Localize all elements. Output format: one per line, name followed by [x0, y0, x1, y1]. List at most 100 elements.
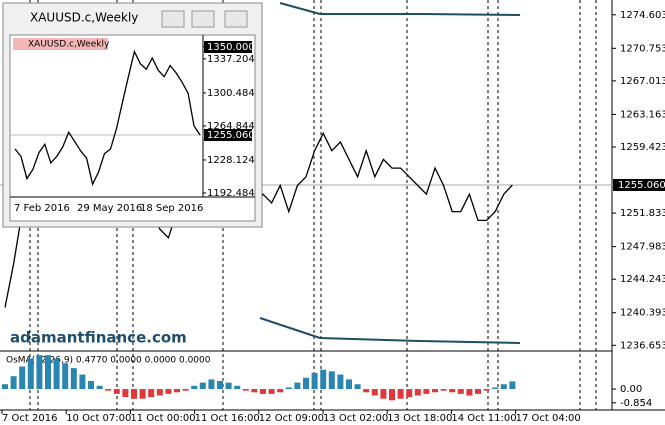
osma-bar — [191, 385, 198, 390]
x-tick-label: 14 Oct 11:00 — [451, 413, 516, 424]
osma-bar — [234, 385, 241, 390]
osma-bar — [217, 381, 223, 390]
y-tick-label: 1244.243 — [620, 274, 665, 285]
inset-y-tick-label: 1264.844 — [207, 121, 255, 132]
inset-window: XAUUSD.c,Weekly XAUUSD.c,Weekly 1350.000… — [2, 2, 263, 228]
x-tick-label: 11 Oct 16:00 — [195, 413, 260, 424]
inset-y-tick-label: 1300.484 — [207, 88, 255, 99]
inset-chart-label: XAUUSD.c,Weekly — [28, 40, 110, 50]
y-tick-label: 1267.013 — [620, 76, 665, 87]
osma-bar — [509, 381, 516, 390]
osma-label: OsMA(12,26,9) 0.4770 0.0000 0.0000 0.000… — [6, 356, 211, 366]
y-tick-label: 1274.603 — [620, 10, 665, 21]
osma-bar — [440, 389, 447, 391]
inset-tick-box — [204, 40, 252, 53]
inset-y-tick-label: 1192.484 — [207, 188, 255, 199]
current-price-box — [613, 178, 665, 191]
osma-bar — [105, 389, 112, 391]
osma-bar — [260, 389, 266, 394]
y-tick-label: 1270.753 — [620, 43, 665, 54]
x-tick-label: 13 Oct 18:00 — [387, 413, 452, 424]
osma-bar — [156, 389, 163, 396]
osma-bar — [449, 389, 456, 393]
osma-bar — [88, 381, 94, 390]
close-button[interactable] — [224, 10, 248, 28]
inset-label-bg — [13, 38, 108, 50]
osma-bar — [131, 389, 137, 399]
inset-date-label: 29 May 2016 — [77, 203, 142, 214]
x-tick-label: 13 Oct 02:00 — [323, 413, 388, 424]
watermark: adamantfinance.com — [10, 329, 187, 347]
osma-bar — [122, 389, 129, 398]
osma-bar — [182, 389, 189, 391]
osma-bar — [303, 377, 309, 390]
osma-bar — [423, 389, 430, 394]
inset-chart-area — [9, 34, 256, 222]
osma-bar — [337, 374, 344, 390]
osma-bar — [174, 389, 180, 393]
osma-bar — [268, 389, 275, 394]
osma-bar — [208, 379, 215, 390]
inset-y-tick-label: 1350.000 — [207, 42, 255, 53]
y-tick-label: 1240.393 — [620, 308, 665, 319]
osma-bar — [148, 389, 155, 398]
osma-bar — [414, 389, 421, 396]
osma-bar — [397, 389, 404, 399]
osma-bar — [406, 389, 413, 398]
osma-bar — [294, 382, 301, 390]
osma-bar — [285, 387, 292, 390]
osma-bar — [466, 389, 473, 396]
osma-bar — [346, 379, 352, 390]
osma-bar — [36, 355, 43, 390]
inset-y-tick-label: 1337.204 — [207, 54, 255, 65]
y-tick-label: 1247.983 — [620, 242, 665, 253]
x-tick-label: 12 Oct 09:00 — [259, 413, 324, 424]
osma-bar — [354, 384, 361, 390]
osma-bar — [328, 371, 335, 390]
osma-bar — [225, 382, 232, 390]
inset-date-label: 7 Feb 2016 — [14, 203, 70, 214]
osma-bar — [380, 389, 387, 399]
restore-button[interactable] — [191, 10, 215, 28]
osma-bar — [27, 358, 34, 390]
osma-bar — [371, 389, 378, 396]
osma-bar — [363, 389, 370, 393]
y-tick-label: 1251.833 — [620, 208, 665, 219]
osma-tick-label: 0.00 — [620, 384, 642, 395]
osma-bar — [165, 389, 172, 394]
osma-tick-label: -0.854 — [620, 398, 652, 409]
x-tick-label: 11 Oct 00:00 — [130, 413, 195, 424]
osma-bar — [320, 369, 327, 390]
y-tick-label: 1263.163 — [620, 109, 665, 120]
osma-bar — [19, 366, 26, 390]
upper-band — [279, 2, 521, 16]
inset-close-line — [14, 49, 201, 187]
osma-bar — [2, 384, 8, 390]
inset-date-label: 18 Sep 2016 — [140, 203, 203, 214]
osma-bar — [457, 389, 464, 394]
y-tick-label: 1259.423 — [620, 142, 665, 153]
osma-bar — [10, 376, 17, 390]
osma-bar — [483, 389, 490, 391]
inset-current-label: 1255.060 — [207, 130, 255, 141]
osma-bar — [432, 389, 438, 393]
x-tick-label: 10 Oct 07:00 — [66, 413, 131, 424]
osma-bar — [251, 389, 258, 393]
osma-bar — [389, 389, 395, 401]
osma-bar — [45, 355, 51, 390]
x-tick-label: 17 Oct 04:00 — [516, 413, 581, 424]
lower-band — [259, 317, 521, 344]
y-tick-label: 1236.653 — [620, 340, 665, 351]
osma-bar — [53, 358, 60, 390]
osma-bar — [500, 384, 507, 390]
osma-bar — [62, 363, 69, 390]
inset-y-tick-label: 1228.124 — [207, 155, 255, 166]
osma-bar — [70, 368, 77, 390]
minimize-button[interactable] — [161, 10, 185, 28]
osma-bar — [113, 389, 120, 394]
osma-bar — [96, 385, 103, 390]
x-tick-label: 7 Oct 2016 — [2, 413, 57, 424]
inset-current-box — [204, 128, 252, 141]
osma-bar — [199, 382, 206, 390]
